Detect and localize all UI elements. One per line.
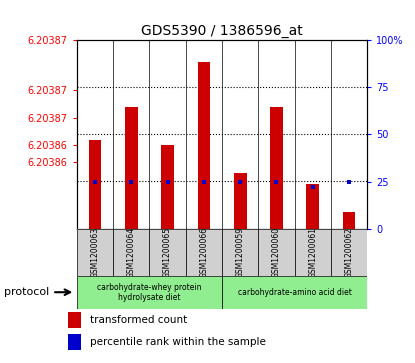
Bar: [88, 140, 101, 229]
Bar: [161, 146, 174, 229]
Text: percentile rank within the sample: percentile rank within the sample: [90, 337, 266, 347]
Text: transformed count: transformed count: [90, 315, 188, 325]
Bar: [258, 229, 295, 276]
Text: GSM1200064: GSM1200064: [127, 227, 136, 278]
Text: GSM1200059: GSM1200059: [236, 227, 245, 278]
Text: GSM1200061: GSM1200061: [308, 227, 317, 278]
Text: carbohydrate-amino acid diet: carbohydrate-amino acid diet: [238, 288, 352, 297]
Bar: [198, 62, 210, 229]
Bar: [68, 312, 81, 329]
Text: GSM1200060: GSM1200060: [272, 227, 281, 278]
Bar: [77, 229, 113, 276]
Bar: [222, 276, 367, 309]
Title: GDS5390 / 1386596_at: GDS5390 / 1386596_at: [141, 24, 303, 37]
Text: carbohydrate-whey protein
hydrolysate diet: carbohydrate-whey protein hydrolysate di…: [97, 282, 202, 302]
Text: GSM1200062: GSM1200062: [344, 227, 354, 278]
Bar: [125, 107, 138, 229]
Bar: [331, 229, 367, 276]
Bar: [186, 229, 222, 276]
Bar: [149, 229, 186, 276]
Bar: [222, 229, 258, 276]
Bar: [306, 184, 319, 229]
Bar: [270, 107, 283, 229]
Bar: [77, 276, 222, 309]
Text: GSM1200065: GSM1200065: [163, 227, 172, 278]
Bar: [113, 229, 149, 276]
Text: protocol: protocol: [4, 287, 49, 297]
Bar: [68, 334, 81, 350]
Text: GSM1200066: GSM1200066: [199, 227, 208, 278]
Bar: [343, 212, 356, 229]
Bar: [234, 173, 247, 229]
Text: GSM1200063: GSM1200063: [90, 227, 100, 278]
Bar: [295, 229, 331, 276]
